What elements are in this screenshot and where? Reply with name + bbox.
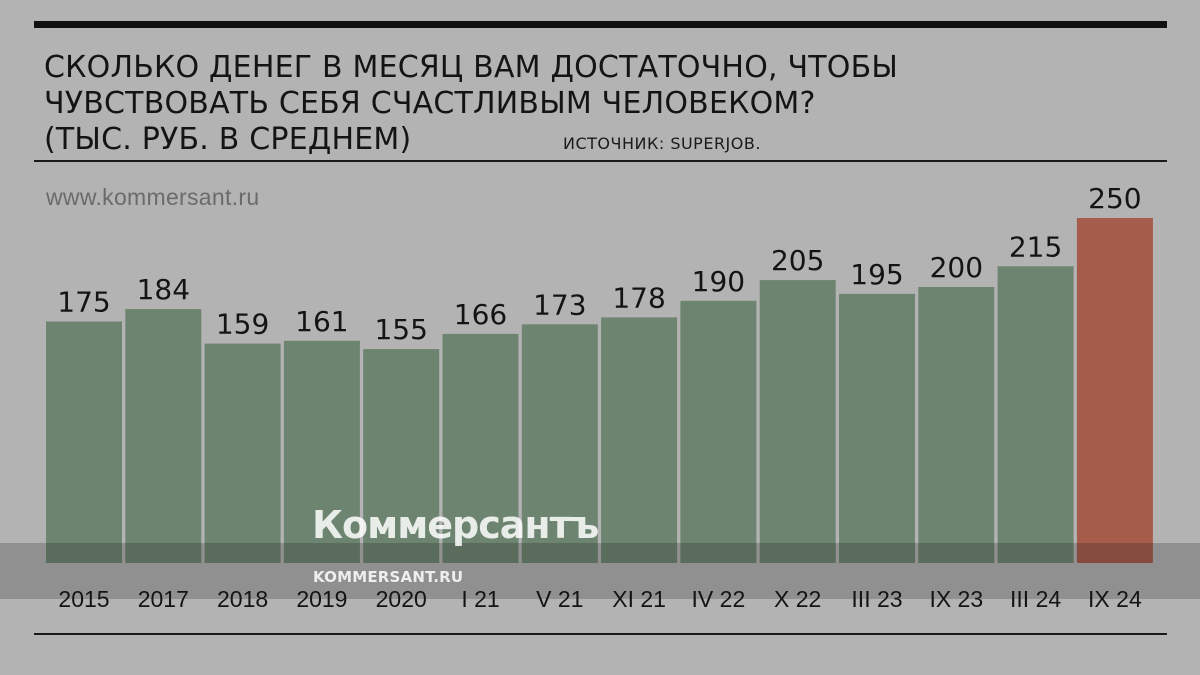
- bar-ix-24: [1076, 218, 1153, 563]
- chart-title: СКОЛЬКО ДЕНЕГ В МЕСЯЦ ВАМ ДОСТАТОЧНО, ЧТ…: [44, 50, 1144, 158]
- value-label: 184: [137, 273, 190, 306]
- divider-top: [34, 160, 1167, 162]
- bars-group: [46, 218, 1153, 563]
- bar-iii-23: [839, 293, 915, 563]
- value-label: 159: [216, 308, 269, 341]
- site-url: www.kommersant.ru: [46, 184, 260, 210]
- x-labels-group: 2015 2017 2018 2019 2020 I 21 V 21 XI 21 IV 22 X …: [58, 586, 1142, 612]
- x-tick-label: IV 22: [692, 586, 746, 612]
- value-label: 173: [533, 288, 586, 321]
- bar-2018: [204, 343, 281, 563]
- value-label: 205: [771, 244, 824, 277]
- value-label: 161: [295, 305, 348, 338]
- bar-ix-23: [918, 287, 995, 563]
- x-tick-label: 2019: [296, 586, 347, 612]
- x-tick-label: 2020: [376, 586, 427, 612]
- bar-iv-22: [680, 300, 757, 563]
- x-tick-label: 2017: [138, 586, 189, 612]
- bar-i-21: [442, 333, 519, 563]
- value-label: 195: [850, 258, 903, 291]
- bar-iii-24: [997, 266, 1074, 563]
- title-line-3: (ТЫС. РУБ. В СРЕДНЕМ): [44, 122, 412, 157]
- x-tick-label: 2018: [217, 586, 268, 612]
- watermark-url: KOMMERSANT.RU: [313, 568, 464, 586]
- x-tick-label: III 24: [1010, 586, 1061, 612]
- value-label: 200: [930, 251, 983, 284]
- divider-bottom: [34, 633, 1167, 635]
- bar-v-21: [521, 324, 598, 563]
- x-tick-label: XI 21: [612, 586, 666, 612]
- top-rule: [34, 21, 1167, 28]
- value-labels-group: 175 184 159 161 155 166 173 178 190 205 195 200 215 2…: [57, 182, 1141, 346]
- title-line-2: ЧУВСТВОВАТЬ СЕБЯ СЧАСТЛИВЫМ ЧЕЛОВЕКОМ?: [44, 86, 816, 121]
- x-tick-label: I 21: [461, 586, 499, 612]
- bar-2019: [283, 340, 360, 563]
- x-tick-label: X 22: [774, 586, 821, 612]
- x-tick-label: III 23: [851, 586, 902, 612]
- value-label: 250: [1088, 182, 1141, 215]
- watermark-logo: Коммерсантъ: [312, 503, 599, 547]
- value-label: 190: [692, 265, 745, 298]
- watermark-band: [0, 543, 1200, 599]
- x-tick-label: IX 23: [929, 586, 983, 612]
- x-tick-label: IX 24: [1088, 586, 1142, 612]
- value-label: 175: [57, 286, 110, 319]
- bar-2020: [363, 349, 440, 563]
- value-label: 215: [1009, 230, 1062, 263]
- bar-x-22: [759, 280, 836, 563]
- value-label: 178: [612, 281, 665, 314]
- value-label: 166: [454, 298, 507, 331]
- value-label: 155: [374, 313, 427, 346]
- title-line-1: СКОЛЬКО ДЕНЕГ В МЕСЯЦ ВАМ ДОСТАТОЧНО, ЧТ…: [44, 50, 899, 85]
- bar-xi-21: [601, 317, 678, 563]
- bar-2015: [46, 321, 122, 563]
- source-note: ИСТОЧНИК: SUPERJOB.: [563, 134, 761, 153]
- x-tick-label: 2015: [58, 586, 109, 612]
- bar-2017: [125, 309, 202, 563]
- x-tick-label: V 21: [536, 586, 583, 612]
